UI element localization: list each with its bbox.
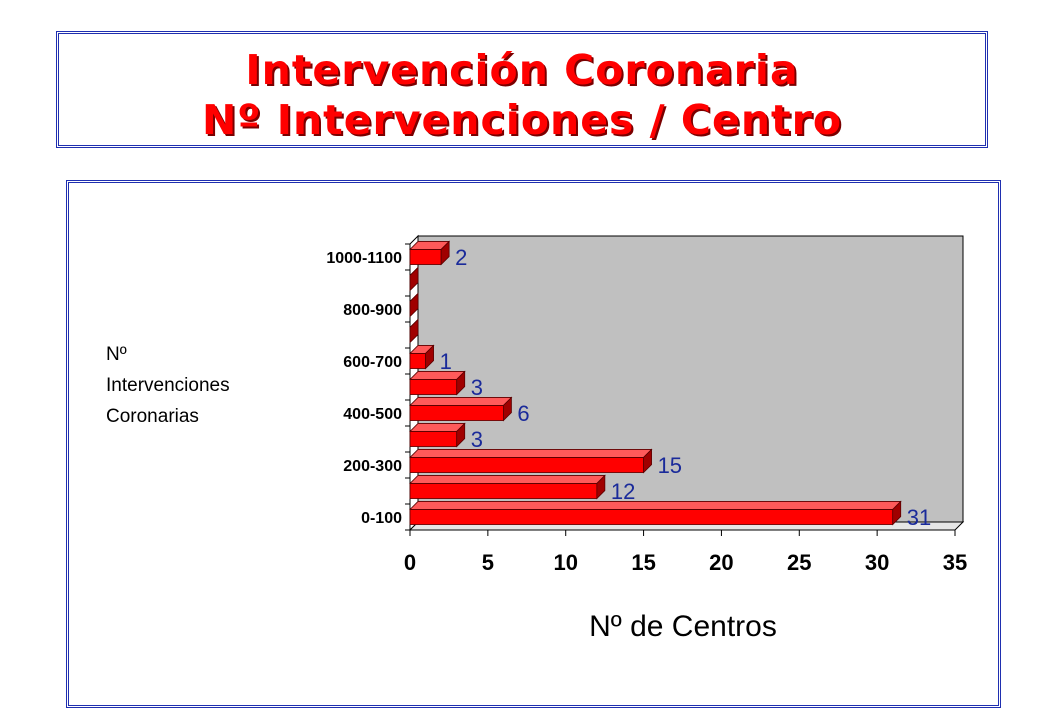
category-label: 200-300 [343, 458, 402, 475]
category-label: 400-500 [343, 406, 402, 423]
bar [409, 509, 894, 525]
chart-subtitle: Nº Intervenciones / Centro [201, 96, 843, 144]
x-tick-label: 25 [787, 550, 811, 575]
bar-top [409, 475, 606, 484]
bar [409, 379, 458, 395]
bar-end [425, 344, 434, 370]
chart-title: Intervención Coronaria [245, 46, 799, 94]
x-tick-label: 35 [943, 550, 967, 575]
ylabel-line-1: Nº [106, 344, 127, 365]
title-box: Intervención Coronaria Nº Intervenciones… [56, 31, 988, 148]
data-label: 3 [471, 427, 483, 452]
bar-top [409, 501, 902, 510]
bar-end [892, 500, 902, 526]
bar-top [409, 371, 466, 380]
ylabel-line-3: Coronarias [106, 406, 199, 427]
x-axis-title: Nº de Centros [589, 610, 777, 643]
ylabel-line-2: Intervenciones [106, 375, 230, 396]
x-tick-label: 5 [482, 550, 494, 575]
bar-top [409, 423, 466, 432]
x-tick-label: 10 [553, 550, 577, 575]
bar-top [409, 449, 653, 458]
bar [409, 457, 644, 473]
x-tick-label: 20 [709, 550, 733, 575]
bar-end [456, 422, 466, 448]
bar-end [596, 474, 606, 500]
category-label: 1000-1100 [326, 250, 402, 267]
bar [409, 431, 458, 447]
data-label: 1 [440, 349, 452, 374]
bar [409, 483, 598, 499]
category-label: 0-100 [361, 510, 402, 527]
bar-end [643, 448, 652, 474]
data-label: 31 [907, 505, 931, 530]
data-label: 3 [471, 375, 483, 400]
bar-end [409, 292, 419, 318]
x-tick-label: 0 [404, 550, 416, 575]
bar-end [440, 240, 450, 266]
bar-end [503, 396, 512, 422]
data-label: 2 [455, 245, 467, 270]
data-label: 15 [658, 453, 682, 478]
data-label: 6 [517, 401, 529, 426]
bar-end [409, 318, 419, 344]
x-tick-label: 30 [865, 550, 889, 575]
bar [409, 249, 442, 265]
bar-top [409, 397, 513, 406]
bar-end [409, 266, 419, 292]
x-tick-label: 15 [631, 550, 655, 575]
category-label: 800-900 [343, 302, 402, 319]
bar [409, 405, 504, 421]
category-label: 600-700 [343, 354, 402, 371]
data-label: 12 [611, 479, 635, 504]
bar-end [456, 370, 466, 396]
bar [409, 353, 426, 369]
